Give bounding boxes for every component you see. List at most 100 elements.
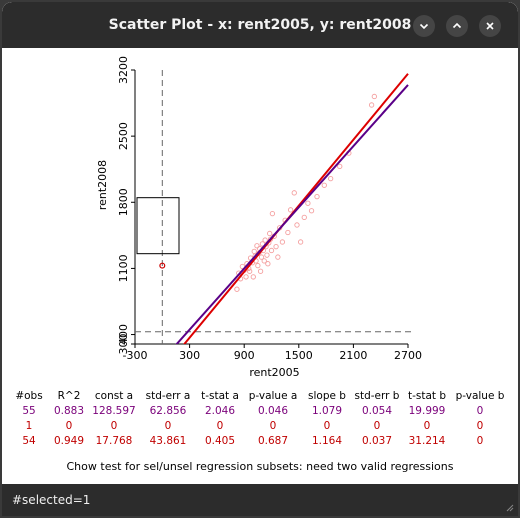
data-point [247,268,253,274]
data-point [259,241,266,247]
stats-header-cell: #obs [15,389,43,402]
stats-cell: 43.861 [149,434,187,447]
y-tick-label: 3200 [117,56,130,84]
stats-cell: 0.687 [257,434,289,447]
x-tick-label: 900 [234,349,255,362]
stats-cell: 0 [476,434,484,447]
data-point [371,93,377,100]
data-point [264,252,270,258]
data-point [250,274,256,280]
maximize-button[interactable] [446,15,468,37]
data-point [368,102,375,108]
stats-header-cell: std-err b [354,389,400,402]
selected-point [159,262,166,269]
resize-grip-icon[interactable] [504,502,514,512]
y-tick-label: 400 [117,324,130,345]
y-tick-label: 300 [117,334,130,355]
close-button[interactable] [479,15,501,37]
stats-cell: 2.046 [204,404,236,417]
stats-header-cell: const a [94,389,134,402]
data-point [279,239,286,245]
y-tick-label: 1800 [117,188,130,216]
x-tick-label: 2700 [394,349,422,362]
stats-header-cell: slope b [308,389,346,402]
data-point [267,230,273,237]
stats-cell: 0.949 [53,434,85,447]
stats-cell: 0.046 [257,404,289,417]
window-title: Scatter Plot - x: rent2005, y: rent2008 [108,17,412,33]
close-icon [486,22,494,30]
x-tick-label: -300 [123,349,148,362]
stats-cell: 0 [323,419,331,432]
data-point [265,261,271,267]
data-point [314,193,320,200]
stats-cell: 0 [476,404,484,417]
stats-cell: 0 [216,419,224,432]
selection-status: #selected=1 [12,493,91,507]
stats-cell: 1 [25,419,33,432]
stats-header-cell: std-err a [145,389,191,402]
data-point [262,237,268,243]
stats-header-cell: p-value b [455,389,505,402]
selection-box [136,197,180,255]
data-point [269,210,276,217]
chevron-up-icon [452,22,462,29]
data-point [251,248,257,255]
data-point [255,262,261,269]
data-point [273,244,279,250]
data-point [327,176,334,182]
data-point [261,258,267,264]
status-bar: #selected=1 [2,484,518,516]
stats-cell: 0.883 [53,404,85,417]
x-axis-label: rent2005 [249,366,299,379]
stats-cell: 0 [65,419,73,432]
stats-row: 54 0.949 17.768 43.861 0.405 0.687 1.164 0.037 3… [8,433,508,448]
regression-line [183,73,409,344]
stats-row: 55 0.883 128.597 62.856 2.046 0.046 1.079 0.054… [8,403,508,418]
stats-cell: 0 [373,419,381,432]
data-point [294,222,300,228]
stats-cell: 31.214 [408,434,446,447]
stats-cell: 0 [164,419,172,432]
chow-test-text: Chow test for sel/unsel regression subse… [66,460,454,473]
stats-cell: 17.768 [95,434,133,447]
data-point [287,207,294,213]
data-point [305,200,311,206]
data-point [321,182,327,188]
scatter-plot[interactable]: -300 300 900 1500 2100 2700300400110018002500… [2,48,518,388]
y-tick-label: 1100 [117,254,130,282]
data-point [275,254,281,260]
minimize-button[interactable] [413,15,435,37]
stats-cell: 54 [22,434,36,447]
data-point [258,254,265,260]
stats-header-cell: p-value a [248,389,298,402]
stats-cell: 1.164 [311,434,343,447]
stats-cell: 0.054 [361,404,393,417]
data-point [308,208,315,214]
x-tick-label: 300 [179,349,200,362]
stats-header-row: #obs R^2 const a std-err a t-stat a p-value a… [8,388,508,403]
data-point [297,239,304,245]
title-bar[interactable]: Scatter Plot - x: rent2005, y: rent2008 [2,2,518,48]
y-axis-label: rent2008 [96,160,109,210]
stats-cell: 128.597 [92,404,136,417]
stats-header-cell: t-stat b [407,389,447,402]
stats-header-cell: R^2 [57,389,81,402]
stats-cell: 0 [269,419,277,432]
x-tick-label: 1500 [285,349,313,362]
stats-cell: 62.856 [149,404,187,417]
stats-cell: 0 [110,419,118,432]
stats-header-cell: t-stat a [201,389,239,402]
y-tick-label: 2500 [117,122,130,150]
data-point [301,214,307,221]
chevron-down-icon [419,23,429,30]
stats-cell: 0 [476,419,484,432]
data-point [268,247,275,254]
data-point [291,190,297,196]
regression-stats-table: #obs R^2 const a std-err a t-stat a p-value a… [8,388,508,448]
plot-area: -300 300 900 1500 2100 2700 300 400 1100 1800 2500… [2,48,518,484]
stats-row: 1 0 0 0 0 0 0 0 0 0 [8,418,508,433]
stats-cell: 0.405 [204,434,236,447]
regression-line [175,84,409,344]
